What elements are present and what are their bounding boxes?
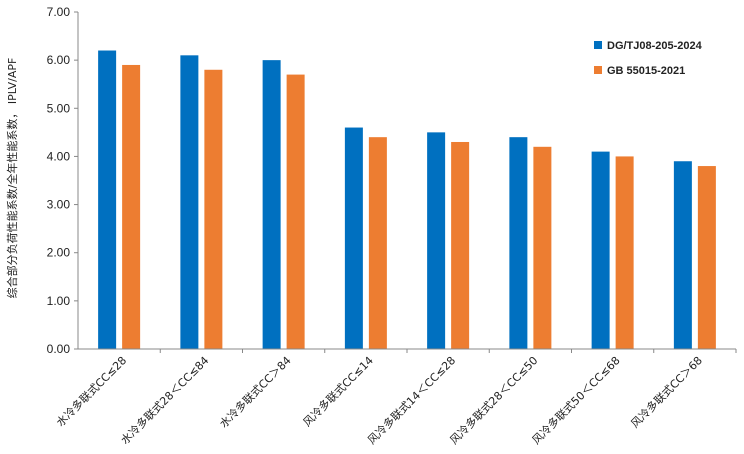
bar-dg-3 <box>344 127 363 350</box>
y-tick-label: 1.00 <box>47 294 71 308</box>
y-tick-label: 3.00 <box>47 198 71 212</box>
bar-gb-2 <box>286 74 305 349</box>
bar-dg-5 <box>509 137 528 349</box>
bar-gb-4 <box>451 141 470 349</box>
bar-dg-1 <box>180 55 199 349</box>
legend-label-gb: GB 55015-2021 <box>607 65 685 77</box>
bar-gb-1 <box>204 69 223 350</box>
bar-gb-3 <box>368 137 387 349</box>
y-tick-label: 2.00 <box>47 246 71 260</box>
bar-dg-2 <box>262 60 281 350</box>
bar-gb-7 <box>697 166 716 349</box>
y-tick-label: 7.00 <box>47 5 71 19</box>
y-tick-label: 5.00 <box>47 101 71 115</box>
y-tick-label: 4.00 <box>47 149 71 163</box>
y-tick-label: 0.00 <box>47 342 71 356</box>
bar-gb-6 <box>615 156 634 349</box>
bar-dg-7 <box>673 161 692 349</box>
legend-label-dg: DG/TJ08-205-2024 <box>607 40 703 52</box>
bar-dg-6 <box>591 151 610 349</box>
y-axis-title: 综合部分负荷性能系数/全年性能系数， IPLV/APF <box>5 58 19 299</box>
legend: DG/TJ08-205-2024 GB 55015-2021 <box>594 40 703 77</box>
bar-dg-4 <box>427 132 446 349</box>
bar-gb-5 <box>533 146 552 349</box>
y-tick-label: 6.00 <box>47 53 71 67</box>
legend-swatch-gb <box>594 66 602 74</box>
bar-gb-0 <box>122 64 141 349</box>
bar-dg-0 <box>98 50 117 350</box>
y-axis: 0.00 1.00 2.00 3.00 4.00 5.00 6.00 7.00 <box>47 5 79 356</box>
bars <box>98 50 716 350</box>
legend-swatch-dg <box>594 41 602 49</box>
